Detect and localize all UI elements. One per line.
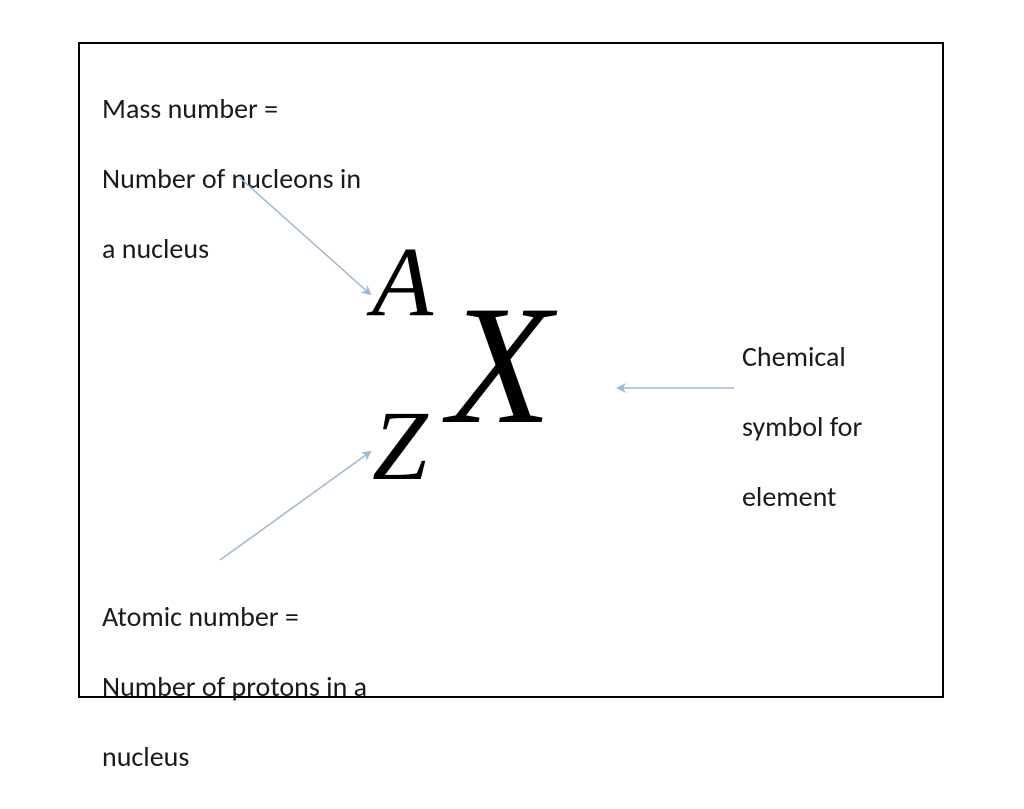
canvas: Mass number = Number of nucleons in a nu… xyxy=(0,0,1024,768)
diagram-frame: Mass number = Number of nucleons in a nu… xyxy=(78,42,944,698)
arrow-atomic-to-Z xyxy=(220,452,370,560)
atomic-number-line3: nucleus xyxy=(102,739,367,774)
arrow-mass-to-A xyxy=(240,178,370,294)
arrows-layer xyxy=(80,44,942,696)
